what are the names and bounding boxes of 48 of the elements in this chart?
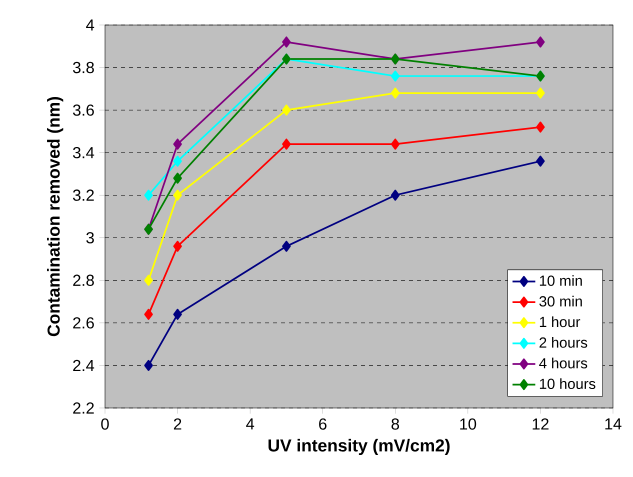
y-tick-label: 3.8 xyxy=(72,62,94,74)
x-tick-label: 2 xyxy=(174,418,182,430)
legend-label: 10 min xyxy=(540,275,582,286)
legend-label: 4 hours xyxy=(539,358,588,368)
x-tick-label: 6 xyxy=(319,418,326,430)
point xyxy=(390,88,400,99)
legend-label: 1 hour xyxy=(540,316,580,328)
x-tick-label: 14 xyxy=(605,418,622,430)
point xyxy=(173,240,182,252)
point xyxy=(173,172,182,184)
point xyxy=(536,88,545,99)
point xyxy=(144,360,153,371)
y-tick-label: 4 xyxy=(86,19,94,30)
y-tick-label: 2.6 xyxy=(73,317,94,329)
x-tick-label: 12 xyxy=(532,418,549,430)
point xyxy=(282,104,291,116)
y-tick-label: 3.4 xyxy=(72,146,94,158)
legend-label: 2 hours xyxy=(540,337,588,348)
y-tick-label: 2.4 xyxy=(73,360,94,372)
point xyxy=(282,240,291,252)
point xyxy=(144,308,153,320)
point xyxy=(390,70,400,82)
point xyxy=(173,190,182,201)
point xyxy=(282,138,291,150)
point xyxy=(173,138,182,150)
legend-label: 10 hours xyxy=(540,378,596,390)
point xyxy=(173,156,182,167)
y-tick-label: 3.6 xyxy=(72,104,94,116)
y-tick-label: 3 xyxy=(86,232,94,244)
point xyxy=(144,274,153,286)
x-axis-title: UV intensity (mV/cm2) xyxy=(268,438,450,456)
point xyxy=(390,190,400,201)
point xyxy=(536,122,545,133)
point xyxy=(144,190,153,201)
y-tick-label: 2.2 xyxy=(73,402,94,414)
point xyxy=(173,308,182,320)
y-tick-label: 2.8 xyxy=(73,274,94,286)
x-tick-label: 4 xyxy=(246,418,254,430)
legend-label: 30 min xyxy=(539,296,582,307)
point xyxy=(282,36,291,48)
y-axis-title: Contamination removed (nm) xyxy=(47,96,64,336)
x-tick-label: 10 xyxy=(460,418,476,430)
point xyxy=(536,156,545,167)
x-tick-label: 0 xyxy=(101,418,109,430)
point xyxy=(536,36,545,48)
y-tick-label: 3.2 xyxy=(72,190,94,201)
x-tick-label: 8 xyxy=(392,418,400,430)
point xyxy=(390,138,400,150)
